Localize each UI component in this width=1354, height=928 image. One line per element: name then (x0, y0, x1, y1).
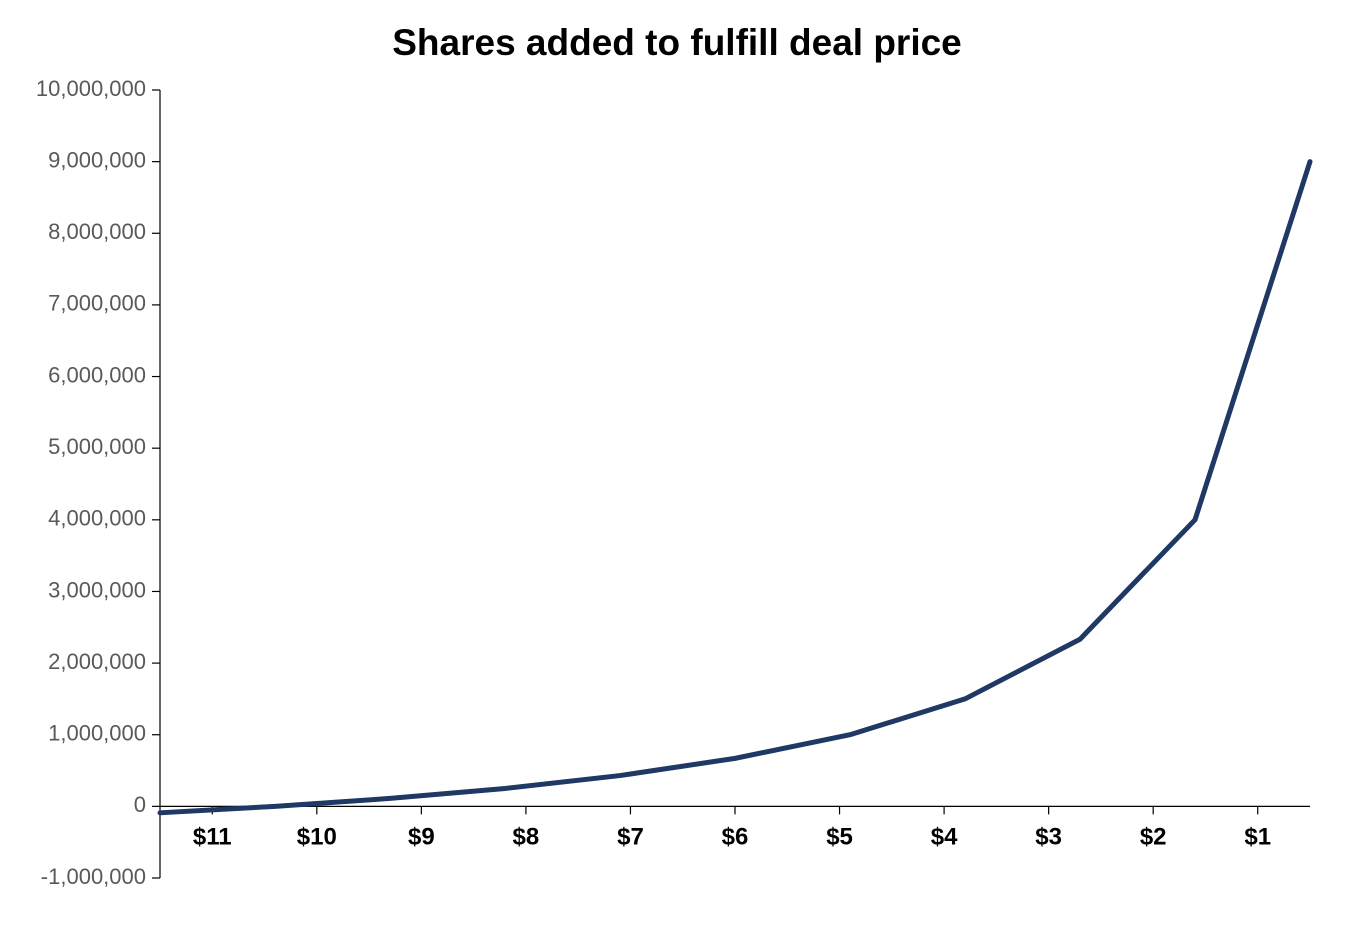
x-tick-label: $9 (408, 823, 435, 850)
x-tick-label: $6 (722, 823, 749, 850)
x-tick-label: $3 (1035, 823, 1062, 850)
x-tick-label: $10 (297, 823, 337, 850)
x-tick-label: $8 (513, 823, 540, 850)
y-tick-label: 10,000,000 (36, 76, 146, 101)
y-tick-label: 9,000,000 (48, 147, 146, 172)
data-line-shares-added (160, 162, 1310, 813)
x-tick-label: $5 (826, 823, 853, 850)
x-tick-label: $1 (1244, 823, 1271, 850)
y-tick-label: 3,000,000 (48, 577, 146, 602)
y-tick-label: 6,000,000 (48, 362, 146, 387)
y-tick-label: 7,000,000 (48, 291, 146, 316)
x-tick-label: $11 (193, 823, 232, 850)
x-tick-label: $2 (1140, 823, 1167, 850)
x-tick-label: $7 (617, 823, 644, 850)
line-chart: -1,000,000 0 1,000,000 2,000,000 3,000,000 4,… (0, 0, 1354, 928)
y-tick-label: 4,000,000 (48, 506, 146, 531)
y-tick-label: 5,000,000 (48, 434, 146, 459)
y-tick-label: 2,000,000 (48, 649, 146, 674)
y-tick-label: -1,000,000 (41, 864, 146, 889)
y-tick-label: 1,000,000 (48, 721, 146, 746)
x-tick-label: $4 (931, 823, 958, 850)
y-tick-label: 0 (134, 792, 146, 817)
y-tick-label: 8,000,000 (48, 219, 146, 244)
chart-container: Shares added to fulfill deal price -1,00… (0, 0, 1354, 928)
